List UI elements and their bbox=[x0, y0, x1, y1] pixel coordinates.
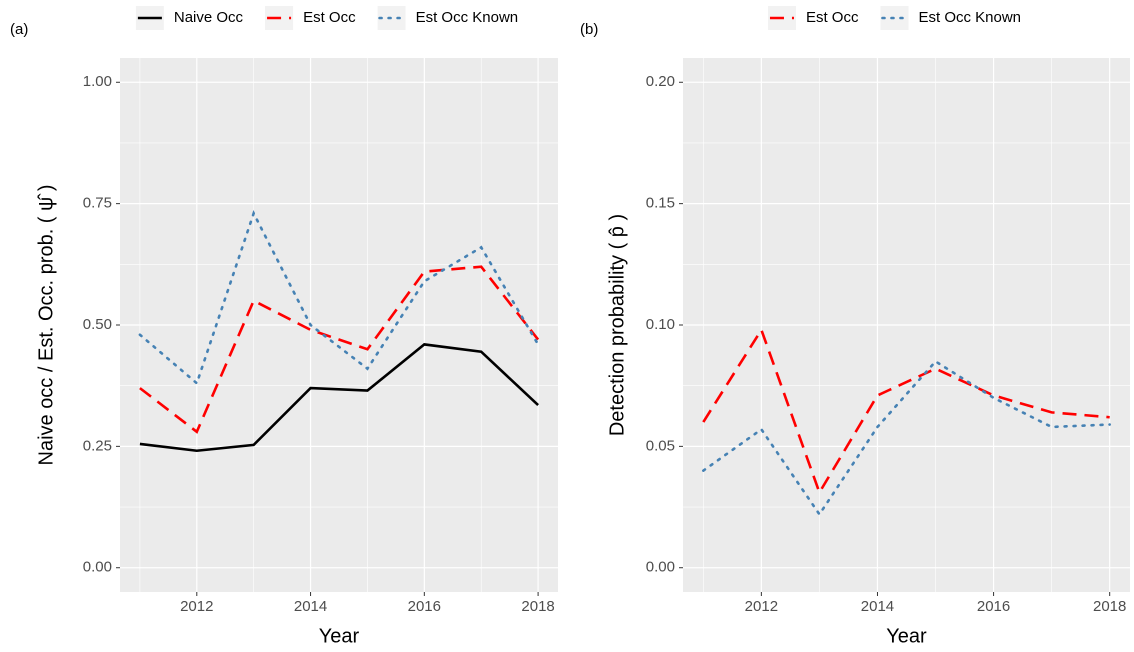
x-tick-label: 2018 bbox=[1093, 598, 1126, 615]
series-line bbox=[702, 359, 1111, 517]
legend-label: Est Occ bbox=[806, 9, 859, 26]
x-tick-label: 2014 bbox=[861, 598, 894, 615]
y-axis-title: Naive occ / Est. Occ. prob. ( ψ̂ ) bbox=[35, 185, 57, 466]
x-axis-title: Year bbox=[886, 625, 927, 647]
legend: Naive Occ Est Occ Est Occ Known bbox=[135, 6, 519, 30]
x-axis-title: Year bbox=[319, 625, 360, 647]
series-line bbox=[139, 343, 539, 453]
series-line bbox=[139, 265, 540, 434]
panel-tag: (a) bbox=[10, 21, 28, 38]
x-tick-label: 2016 bbox=[408, 598, 441, 615]
x-tick-label: 2018 bbox=[521, 598, 554, 615]
y-axis-title: Detection probability ( p̂ ) bbox=[606, 214, 628, 436]
y-tick-label: 0.05 bbox=[646, 437, 675, 454]
y-tick-label: 0.25 bbox=[83, 437, 112, 454]
y-tick-label: 0.20 bbox=[646, 73, 675, 90]
y-tick-label: 0.00 bbox=[83, 559, 112, 576]
x-tick-label: 2014 bbox=[294, 598, 327, 615]
y-tick-label: 0.15 bbox=[646, 195, 675, 212]
y-tick-label: 0.10 bbox=[646, 316, 675, 333]
y-tick-label: 1.00 bbox=[83, 73, 112, 90]
legend-label: Est Occ bbox=[303, 9, 356, 26]
x-tick-label: 2016 bbox=[977, 598, 1010, 615]
y-tick-label: 0.75 bbox=[83, 195, 112, 212]
panel-tag: (b) bbox=[580, 21, 598, 38]
legend-label: Naive Occ bbox=[174, 9, 244, 26]
x-tick-label: 2012 bbox=[180, 598, 213, 615]
series-line bbox=[138, 209, 540, 386]
x-tick-label: 2012 bbox=[745, 598, 778, 615]
legend-label: Est Occ Known bbox=[918, 9, 1021, 26]
legend: Est Occ Est Occ Known bbox=[767, 6, 1021, 30]
series-line bbox=[702, 326, 1110, 496]
legend-label: Est Occ Known bbox=[416, 9, 519, 26]
y-tick-label: 0.50 bbox=[83, 316, 112, 333]
y-tick-label: 0.00 bbox=[646, 559, 675, 576]
